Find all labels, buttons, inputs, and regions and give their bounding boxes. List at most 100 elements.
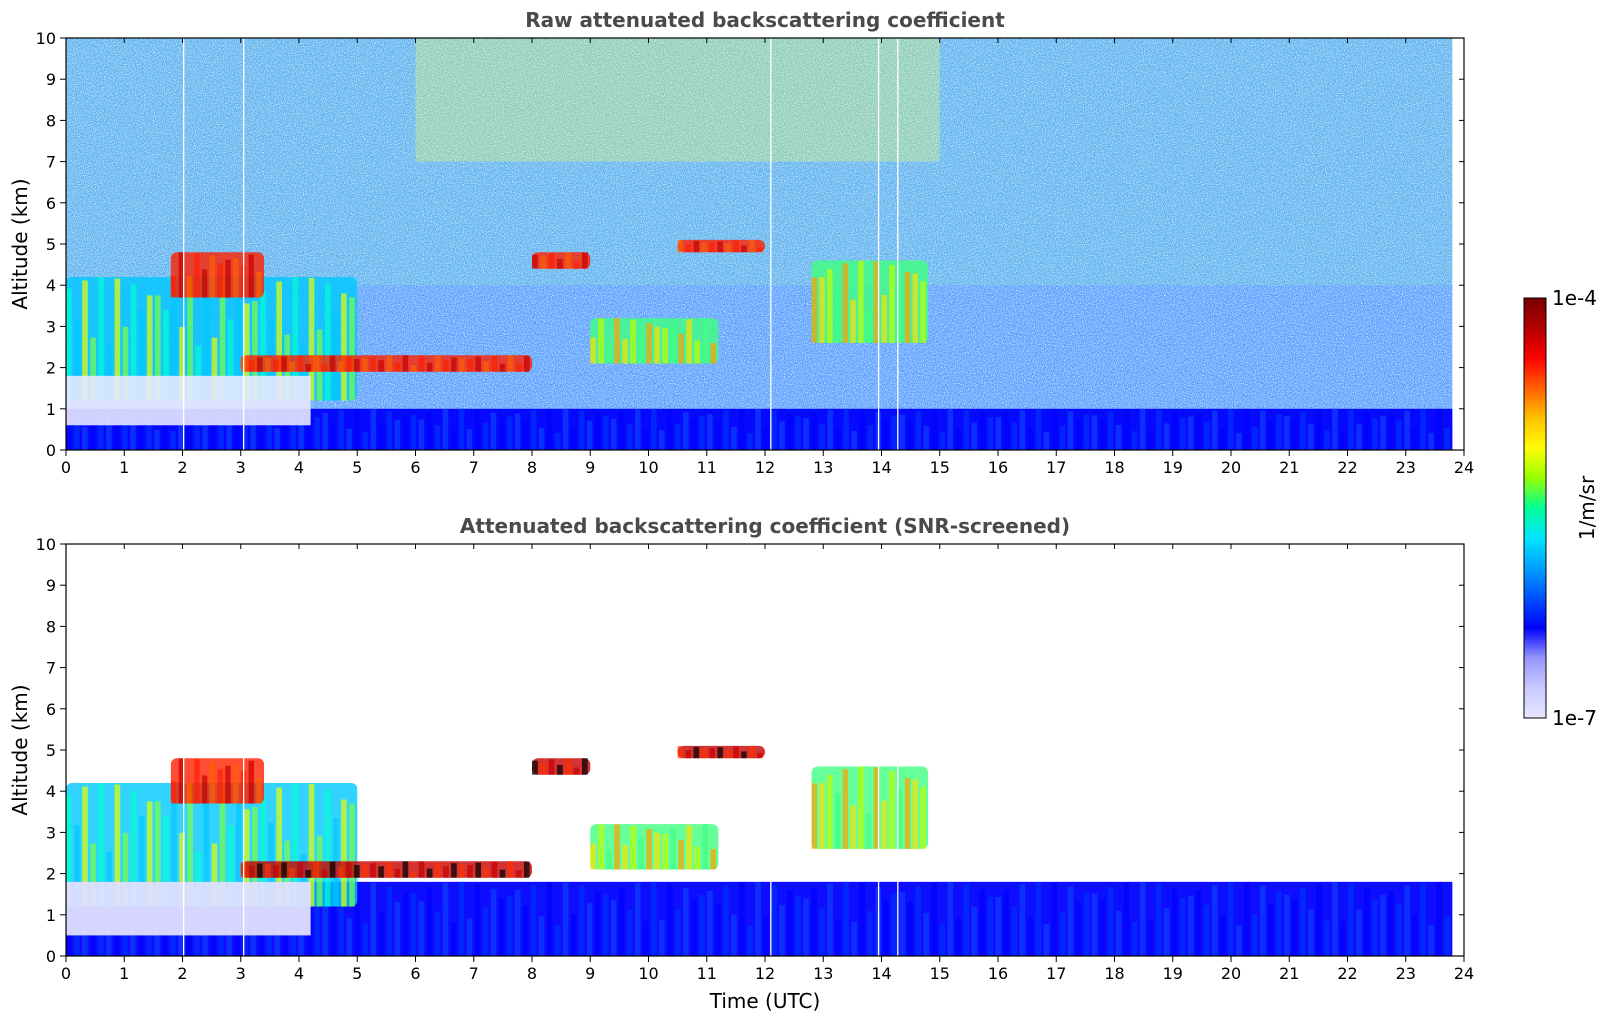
feature-streak xyxy=(507,355,514,372)
feature-streak xyxy=(590,337,596,364)
feature-streak xyxy=(850,299,856,343)
feature-streak xyxy=(515,364,522,372)
feature-streak xyxy=(1003,889,1010,956)
y-tick-label: 4 xyxy=(46,276,56,295)
feature-streak xyxy=(578,410,585,450)
feature-streak xyxy=(723,410,729,450)
feature-streak xyxy=(242,426,248,450)
feature-cloud-layer xyxy=(170,252,265,298)
feature-streak xyxy=(710,343,716,364)
feature-streak xyxy=(394,868,401,878)
feature-streak xyxy=(146,801,153,907)
feature-streak xyxy=(410,415,417,450)
feature-streak xyxy=(1276,891,1282,956)
feature-streak xyxy=(349,803,355,907)
feature-streak xyxy=(565,252,572,269)
y-tick-label: 3 xyxy=(46,317,56,336)
feature-streak xyxy=(963,884,970,956)
feature-streak xyxy=(803,417,809,450)
x-tick-label: 7 xyxy=(469,458,479,477)
feature-streak xyxy=(670,828,676,870)
feature-streak xyxy=(554,925,561,956)
feature-streak xyxy=(402,414,409,450)
feature-streak xyxy=(694,846,700,870)
x-tick-label: 3 xyxy=(236,964,246,983)
feature-streak xyxy=(1131,922,1138,956)
x-tick-label: 9 xyxy=(585,964,595,983)
feature-streak xyxy=(434,425,441,450)
feature-streak xyxy=(842,769,849,849)
feature-streak xyxy=(1195,890,1202,956)
colorbar-unit-label: 1/m/sr xyxy=(1575,475,1599,540)
feature-streak xyxy=(466,429,473,450)
feature-streak xyxy=(170,781,177,804)
feature-streak xyxy=(442,882,449,956)
feature-streak xyxy=(522,421,529,450)
feature-streak xyxy=(590,843,596,870)
feature-streak xyxy=(618,411,625,450)
feature-streak xyxy=(265,357,271,372)
feature-streak xyxy=(677,746,684,759)
feature-streak xyxy=(614,318,620,364)
feature-streak xyxy=(570,426,577,450)
feature-streak xyxy=(731,426,737,450)
feature-streak xyxy=(297,355,304,372)
feature-streak xyxy=(292,277,299,401)
feature-streak xyxy=(1067,886,1074,956)
feature-streak xyxy=(66,433,72,450)
feature-streak xyxy=(834,793,841,849)
x-tick-label: 18 xyxy=(1104,458,1124,477)
x-tick-label: 7 xyxy=(469,964,479,983)
y-tick-label: 5 xyxy=(46,235,56,254)
feature-streak xyxy=(313,861,320,878)
feature-streak xyxy=(662,328,668,364)
feature-streak xyxy=(1252,914,1258,956)
feature-streak xyxy=(987,896,994,956)
feature-streak xyxy=(634,409,641,450)
feature-streak xyxy=(867,424,873,450)
feature-streak xyxy=(699,415,705,450)
x-tick-label: 20 xyxy=(1221,964,1241,983)
feature-streak xyxy=(685,750,692,759)
feature-streak xyxy=(459,358,465,372)
feature-streak xyxy=(1163,908,1170,956)
feature-streak xyxy=(338,884,345,956)
x-tick-label: 0 xyxy=(61,458,71,477)
feature-streak xyxy=(308,783,315,907)
feature-streak xyxy=(835,919,841,956)
feature-streak xyxy=(675,424,681,450)
feature-cloud-layer xyxy=(677,745,765,759)
feature-streak xyxy=(195,851,202,907)
feature-streak xyxy=(218,414,224,450)
feature-streak xyxy=(1059,912,1066,956)
feature-streak xyxy=(638,332,644,364)
feature-streak xyxy=(329,861,336,878)
feature-streak xyxy=(209,761,216,804)
feature-streak xyxy=(530,410,537,450)
feature-streak xyxy=(963,410,970,450)
feature-streak xyxy=(931,882,938,956)
feature-streak xyxy=(308,277,315,401)
feature-streak xyxy=(90,410,96,450)
feature-streak xyxy=(154,801,161,907)
feature-streak xyxy=(1436,408,1442,450)
feature-streak xyxy=(556,764,563,775)
feature-streak xyxy=(795,895,801,956)
feature-streak xyxy=(1348,883,1354,956)
feature-streak xyxy=(459,864,465,878)
feature-streak xyxy=(330,422,337,450)
feature-streak xyxy=(1211,410,1218,450)
feature-streak xyxy=(82,427,88,450)
feature-streak xyxy=(1292,899,1298,956)
y-tick-label: 1 xyxy=(46,400,56,419)
y-axis-raw: 0 1 2 3 4 5 6 7 8 9 10 xyxy=(36,29,1464,460)
feature-streak xyxy=(578,885,585,956)
feature-streak xyxy=(715,421,721,450)
feature-streak xyxy=(565,758,572,775)
feature-streak xyxy=(186,276,192,298)
feature-streak xyxy=(410,365,417,372)
feature-streak xyxy=(538,427,545,450)
feature-streak xyxy=(324,789,331,907)
x-tick-label: 19 xyxy=(1163,964,1183,983)
